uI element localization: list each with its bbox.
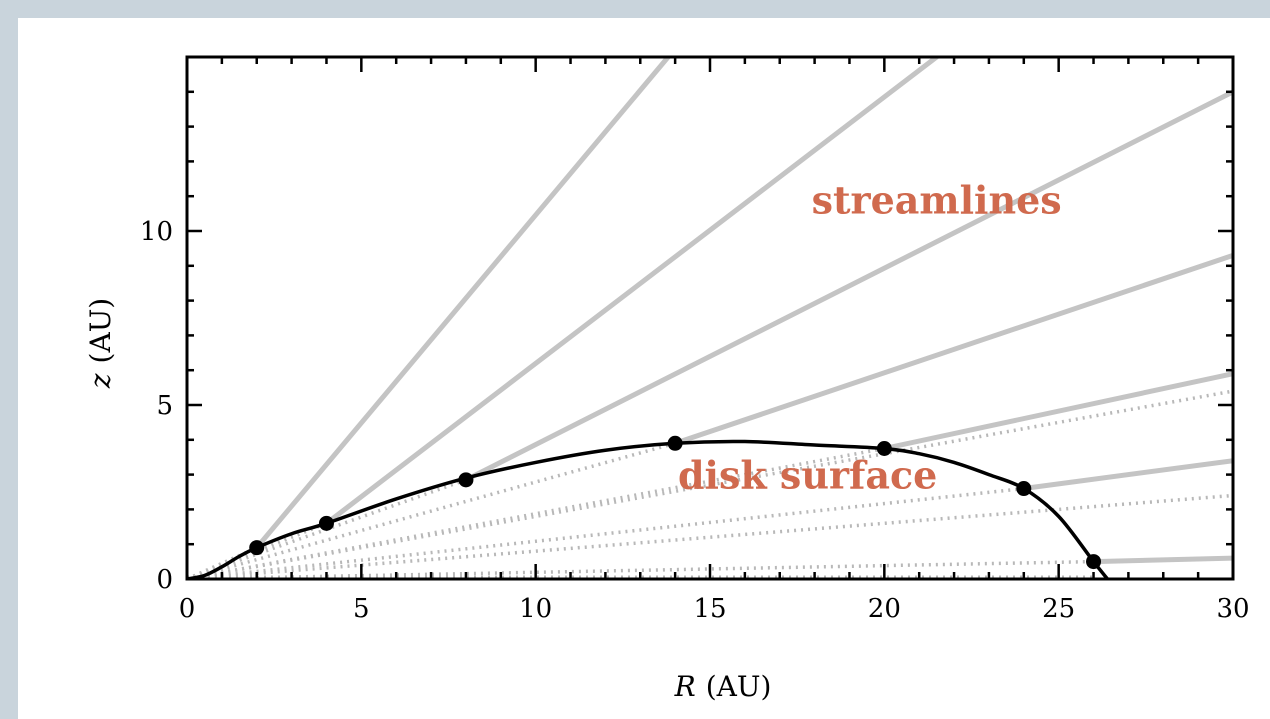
surface-marker-5: [876, 441, 892, 456]
x-tick-label: 10: [519, 594, 552, 624]
plot-frame: [185, 55, 1235, 581]
disk-surface-annotation: disk surface: [678, 453, 937, 498]
streamline-2: [323, 57, 940, 526]
y-axis-label: z(AU): [84, 298, 117, 389]
surface-marker-4: [667, 435, 683, 451]
annotations-group: streamlines disk surface: [678, 178, 1062, 498]
streamline-5: [881, 371, 1233, 451]
tick-labels-group: 0 5 10 15 20 25 30 0 5 10: [140, 217, 1250, 624]
surface-marker-7: [1086, 554, 1102, 570]
disk-streamline-chart: 0 5 10 15 20 25 30 0 5 10 R (AU) z(AU) streamlines…: [84, 55, 1250, 703]
surface-marker-3: [458, 472, 474, 488]
figure-panel: 0 5 10 15 20 25 30 0 5 10 R (AU) z(AU) streamlines…: [18, 18, 1270, 719]
surface-marker-6: [1016, 481, 1032, 497]
streamlines-group: [254, 57, 1233, 565]
disk-surface-group: [187, 439, 1109, 579]
y-tick-label: 10: [140, 217, 173, 247]
y-tick-label: 0: [156, 565, 173, 595]
streamline-7: [1091, 555, 1233, 565]
x-tick-label: 25: [1042, 594, 1075, 624]
surface-marker-1: [249, 540, 265, 556]
dotted-line-4: [187, 441, 676, 579]
x-axis-label: R (AU): [674, 670, 772, 703]
markers-group: [249, 435, 1102, 570]
disk-surface-line: [187, 439, 1109, 579]
ticks-group: [185, 55, 1235, 581]
x-tick-label: 30: [1216, 594, 1249, 624]
streamlines-annotation: streamlines: [812, 178, 1062, 223]
streamline-4: [672, 252, 1233, 446]
plot-frame-group: [185, 55, 1235, 581]
streamline-6: [1021, 458, 1233, 492]
x-tick-label: 20: [868, 594, 901, 624]
x-tick-label: 15: [693, 594, 726, 624]
surface-marker-2: [318, 515, 334, 531]
streamline-1: [254, 57, 671, 551]
y-tick-label: 5: [156, 391, 173, 421]
streamline-3: [463, 89, 1233, 483]
x-tick-label: 0: [179, 594, 196, 624]
x-tick-label: 5: [353, 594, 370, 624]
dotted-line-6: [187, 486, 1024, 579]
